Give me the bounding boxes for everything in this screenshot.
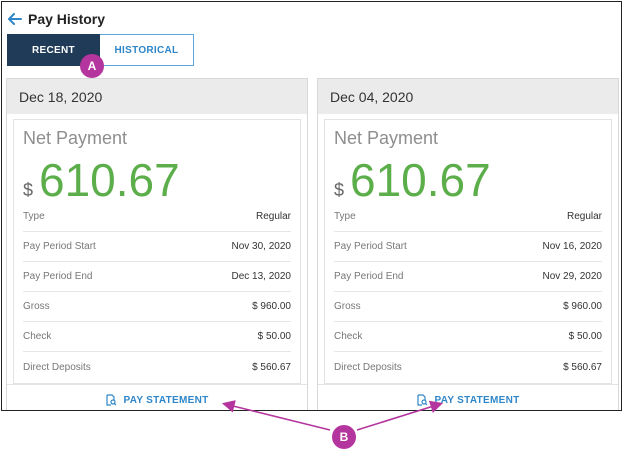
row-value: Nov 16, 2020: [542, 241, 603, 252]
amount-value: 610.67: [39, 154, 180, 206]
row-value: $ 960.00: [252, 301, 291, 312]
row-value: $ 50.00: [257, 331, 291, 342]
row-label: Direct Deposits: [23, 361, 91, 373]
detail-list: Type Regular Pay Period Start Nov 30, 20…: [23, 202, 291, 382]
row-value: $ 960.00: [563, 301, 602, 312]
net-payment-amount: $ 610.67: [23, 154, 180, 206]
payment-details: Net Payment $ 610.67 Type Regular Pay Pe…: [324, 119, 612, 384]
detail-row-check: Check $ 50.00: [334, 322, 602, 352]
net-payment-label: Net Payment: [334, 128, 439, 148]
detail-row-period-end: Pay Period End Dec 13, 2020: [23, 262, 291, 292]
pay-statement-label: PAY STATEMENT: [434, 394, 520, 406]
row-label: Check: [334, 331, 363, 342]
card-date: Dec 18, 2020: [7, 79, 307, 114]
row-label: Gross: [23, 301, 50, 312]
row-value: $ 560.67: [252, 361, 291, 373]
row-value: $ 560.67: [563, 361, 602, 373]
row-label: Pay Period Start: [23, 241, 96, 252]
currency-symbol: $: [334, 180, 345, 200]
page-header: Pay History: [8, 10, 105, 28]
pay-statement-label: PAY STATEMENT: [123, 394, 209, 406]
row-value: Dec 13, 2020: [231, 271, 292, 282]
pay-card: Dec 04, 2020 Net Payment $ 610.67 Type R…: [317, 78, 619, 410]
row-label: Type: [23, 211, 45, 222]
detail-row-period-start: Pay Period Start Nov 16, 2020: [334, 232, 602, 262]
pay-card: Dec 18, 2020 Net Payment $ 610.67 Type R…: [6, 78, 308, 410]
row-value: Nov 29, 2020: [542, 271, 603, 282]
page-title: Pay History: [28, 11, 106, 27]
detail-list: Type Regular Pay Period Start Nov 16, 20…: [334, 202, 602, 382]
row-value: Regular: [566, 211, 602, 222]
detail-row-direct-deposits: Direct Deposits $ 560.67: [23, 352, 291, 382]
callout-b: B: [332, 425, 356, 449]
card-date: Dec 04, 2020: [318, 79, 618, 114]
tab-bar: RECENT HISTORICAL: [7, 34, 194, 66]
net-payment-amount: $ 610.67: [334, 154, 491, 206]
pay-statement-button[interactable]: PAY STATEMENT: [318, 384, 618, 410]
currency-symbol: $: [23, 180, 34, 200]
row-label: Pay Period Start: [334, 241, 407, 252]
row-label: Type: [334, 211, 356, 222]
row-label: Gross: [334, 301, 361, 312]
pay-history-panel: Pay History RECENT HISTORICAL Dec 18, 20…: [1, 1, 622, 411]
payment-details: Net Payment $ 610.67 Type Regular Pay Pe…: [13, 119, 301, 384]
arrow-left-icon[interactable]: [8, 13, 22, 25]
row-label: Pay Period End: [334, 271, 404, 282]
pay-statement-button[interactable]: PAY STATEMENT: [7, 384, 307, 410]
document-search-icon: [416, 394, 428, 406]
document-search-icon: [105, 394, 117, 406]
tab-historical[interactable]: HISTORICAL: [100, 34, 194, 66]
detail-row-direct-deposits: Direct Deposits $ 560.67: [334, 352, 602, 382]
row-label: Pay Period End: [23, 271, 93, 282]
detail-row-period-start: Pay Period Start Nov 30, 2020: [23, 232, 291, 262]
row-label: Direct Deposits: [334, 361, 402, 373]
detail-row-period-end: Pay Period End Nov 29, 2020: [334, 262, 602, 292]
detail-row-check: Check $ 50.00: [23, 322, 291, 352]
detail-row-type: Type Regular: [334, 202, 602, 232]
detail-row-type: Type Regular: [23, 202, 291, 232]
row-value: Regular: [255, 211, 291, 222]
callout-a: A: [80, 54, 104, 78]
row-value: Nov 30, 2020: [231, 241, 292, 252]
amount-value: 610.67: [350, 154, 491, 206]
net-payment-label: Net Payment: [23, 128, 128, 148]
row-label: Check: [23, 331, 52, 342]
detail-row-gross: Gross $ 960.00: [334, 292, 602, 322]
row-value: $ 50.00: [568, 331, 602, 342]
detail-row-gross: Gross $ 960.00: [23, 292, 291, 322]
